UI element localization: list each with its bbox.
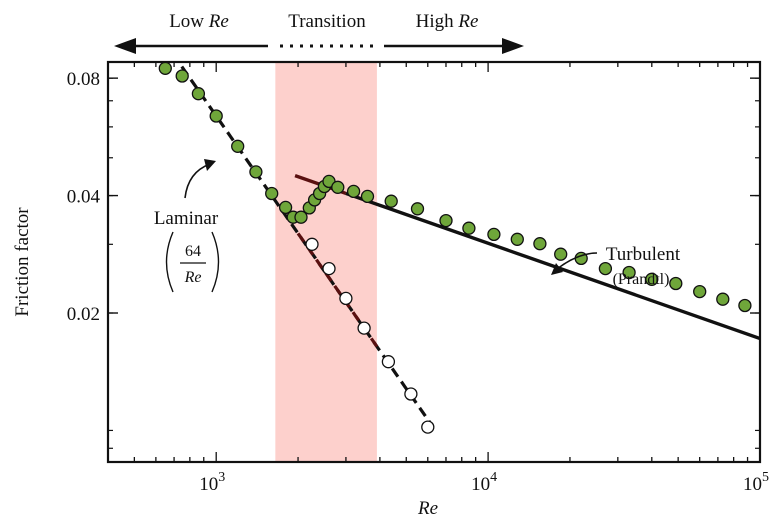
- high-re-arrowhead: [502, 38, 524, 54]
- high-re-label: High Re: [416, 11, 479, 32]
- data-point-white-6: [421, 420, 435, 434]
- data-point-white-2: [339, 291, 353, 306]
- laminar-pointer-arrowhead: [204, 159, 216, 171]
- x-tick-exponent: 3: [218, 470, 225, 485]
- turbulent-sub-label: (Prandtl): [613, 271, 670, 288]
- plot-frame: [106, 60, 762, 464]
- data-point-green-23: [510, 232, 524, 246]
- data-point-green-27: [598, 261, 613, 276]
- data-point-green-0: [158, 62, 172, 75]
- y-axis-label: Friction factor: [12, 207, 33, 317]
- transition-band: [275, 62, 377, 462]
- laminar-pointer-arrow: [184, 163, 211, 199]
- y-tick-label-1: 0.04: [67, 187, 101, 208]
- data-point-green-2: [191, 87, 206, 101]
- data-point-green-5: [249, 165, 263, 179]
- data-point-green-1: [175, 69, 189, 83]
- x-tick-label-1: 104: [471, 470, 497, 495]
- data-point-green-15: [331, 180, 345, 194]
- laminar-left-paren: [165, 231, 174, 293]
- turbulent-pointer-arrowhead: [551, 263, 563, 275]
- plot-area: 103 104 105 0.02 0.04 0.08: [67, 60, 769, 495]
- x-tick-exponent: 4: [490, 470, 497, 485]
- data-point-green-29: [645, 272, 659, 286]
- data-point-green-30: [669, 276, 683, 291]
- data-point-green-32: [716, 292, 730, 306]
- data-point-green-28: [622, 265, 636, 280]
- laminar-label: Laminar: [154, 208, 219, 229]
- laminar-denominator: Re: [184, 269, 202, 286]
- transition-label: Transition: [288, 11, 366, 32]
- data-point-green-9: [294, 210, 308, 224]
- data-point-green-24: [533, 237, 547, 251]
- turbulent-label: Turbulent: [606, 244, 681, 265]
- data-point-green-22: [487, 227, 501, 242]
- data-point-white-1: [322, 261, 336, 276]
- data-point-green-31: [693, 284, 707, 299]
- x-tick-exponent: 5: [762, 470, 769, 485]
- low-re-arrowhead: [114, 38, 136, 54]
- data-point-green-25: [554, 247, 568, 261]
- data-point-green-20: [439, 213, 453, 228]
- laminar-annotation: Laminar 64 Re: [154, 159, 220, 293]
- x-tick-label-2: 105: [743, 470, 769, 495]
- turbulent-pointer-arrow: [556, 252, 598, 270]
- x-tick-label-0: 103: [199, 470, 225, 495]
- data-point-green-33: [738, 298, 752, 313]
- regime-header: Low Re Transition High Re: [114, 11, 524, 54]
- data-point-white-4: [381, 355, 396, 369]
- data-point-green-6: [265, 186, 279, 201]
- x-axis-label: Re: [417, 498, 438, 519]
- data-point-white-5: [404, 387, 418, 401]
- data-point-green-4: [231, 139, 245, 153]
- low-re-label: Low Re: [169, 11, 229, 32]
- y-tick-label-2: 0.08: [67, 69, 100, 90]
- laminar-right-paren: [211, 231, 220, 293]
- plot-inner: [158, 62, 760, 434]
- turbulent-line: [345, 191, 760, 341]
- turbulent-annotation: Turbulent (Prandtl): [551, 244, 681, 288]
- data-point-green-19: [410, 202, 425, 216]
- data-point-white-3: [357, 321, 371, 335]
- data-point-green-21: [462, 221, 476, 235]
- y-tick-label-0: 0.02: [67, 304, 100, 325]
- data-point-green-18: [384, 194, 398, 208]
- data-point-green-16: [346, 184, 361, 199]
- laminar-numerator: 64: [185, 243, 201, 260]
- data-point-green-3: [209, 109, 223, 123]
- data-point-green-17: [360, 189, 375, 204]
- data-point-white-0: [305, 237, 319, 251]
- data-point-green-7: [278, 200, 293, 215]
